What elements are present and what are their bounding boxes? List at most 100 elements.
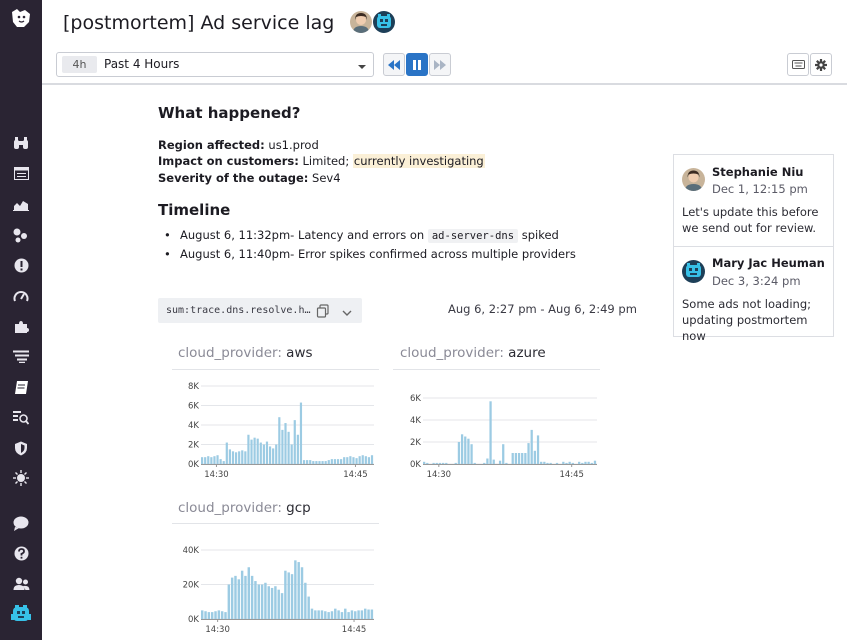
chart-bar[interactable]	[275, 444, 278, 465]
chart-bar[interactable]	[467, 438, 470, 464]
chart-bar[interactable]	[300, 567, 304, 619]
chart-bar[interactable]	[320, 610, 324, 619]
bug-icon[interactable]	[11, 468, 31, 488]
comment[interactable]: Mary Jac Heuman Dec 3, 3:24 pm Some ads …	[674, 246, 833, 343]
chart-bar[interactable]	[219, 459, 222, 464]
chart-bar[interactable]	[358, 456, 361, 464]
chart-bar[interactable]	[244, 451, 247, 464]
chart-bar[interactable]	[498, 460, 502, 464]
keyboard-button[interactable]	[787, 53, 809, 76]
chart-bar[interactable]	[324, 611, 327, 619]
chart-bar[interactable]	[244, 575, 247, 619]
impact-highlight[interactable]: currently investigating	[352, 154, 485, 168]
chart-bar[interactable]	[314, 610, 317, 619]
chart-bar[interactable]	[343, 457, 346, 464]
chart-bar[interactable]	[367, 609, 370, 619]
time-range-selector[interactable]: 4h Past 4 Hours	[56, 52, 374, 77]
chart-bar[interactable]	[344, 608, 347, 619]
chart-bar[interactable]	[327, 612, 330, 619]
chart-bar[interactable]	[309, 460, 312, 464]
chart-bar[interactable]	[220, 611, 224, 619]
chart-bar[interactable]	[234, 575, 237, 619]
chart-bar[interactable]	[327, 460, 330, 464]
chart-bar[interactable]	[240, 570, 244, 619]
chart-bar[interactable]	[238, 451, 241, 464]
chart-bar[interactable]	[230, 577, 234, 619]
chart-bar[interactable]	[204, 457, 207, 464]
chart-bar[interactable]	[254, 581, 257, 619]
chart-icon[interactable]	[11, 194, 31, 214]
search-list-icon[interactable]	[11, 407, 31, 427]
chart-bar[interactable]	[321, 461, 324, 464]
chart-bar[interactable]	[546, 462, 549, 464]
chart-bar[interactable]	[237, 579, 241, 619]
chart-bar[interactable]	[370, 609, 374, 619]
chart-bar[interactable]	[457, 442, 461, 464]
chart-bar[interactable]	[349, 456, 352, 464]
chart-bar[interactable]	[568, 461, 571, 464]
chart-bar[interactable]	[270, 587, 274, 619]
chart-bar[interactable]	[277, 589, 280, 619]
comment[interactable]: Stephanie Niu Dec 1, 12:15 pm Let's upda…	[674, 155, 833, 246]
chart-bar[interactable]	[521, 453, 524, 464]
chart-bar[interactable]	[330, 459, 333, 464]
chart-bar[interactable]	[297, 562, 300, 619]
chart-bar[interactable]	[213, 456, 216, 464]
chart-bar[interactable]	[201, 457, 204, 464]
chart-bar[interactable]	[330, 611, 334, 619]
chart-bar[interactable]	[370, 455, 374, 464]
chart-bar[interactable]	[527, 443, 530, 464]
avatar[interactable]	[350, 11, 372, 33]
chart-bar[interactable]	[299, 402, 303, 464]
chart-bar[interactable]	[290, 574, 294, 619]
chart-bar[interactable]	[260, 584, 264, 620]
chart-bar[interactable]	[530, 429, 533, 464]
chart-bar[interactable]	[207, 612, 211, 619]
chart-bar[interactable]	[257, 584, 260, 620]
chart-bar[interactable]	[306, 460, 309, 464]
chart-bar[interactable]	[293, 420, 296, 464]
chart-bar[interactable]	[357, 610, 360, 619]
chart-bar[interactable]	[333, 459, 337, 464]
chart-bar[interactable]	[228, 449, 231, 464]
chart-bar[interactable]	[250, 439, 253, 464]
chart-bar[interactable]	[290, 444, 293, 465]
chart-bar[interactable]	[435, 462, 438, 464]
chart-bar[interactable]	[259, 442, 262, 464]
chart-bar[interactable]	[264, 582, 267, 619]
chart-bar[interactable]	[340, 459, 343, 464]
chart-bar[interactable]	[241, 450, 244, 464]
chart-bar[interactable]	[454, 462, 457, 464]
chart-bar[interactable]	[486, 458, 489, 465]
chart-bar[interactable]	[543, 461, 546, 464]
chevron-down-icon[interactable]	[341, 304, 353, 323]
copy-icon[interactable]	[316, 303, 330, 322]
chart-bar[interactable]	[473, 462, 476, 464]
chart-bar[interactable]	[483, 462, 486, 464]
rewind-button[interactable]	[383, 53, 405, 76]
chart-bar[interactable]	[310, 608, 314, 619]
chart-bar[interactable]	[555, 462, 559, 464]
chart-bar[interactable]	[426, 462, 429, 464]
infrastructure-icon[interactable]	[11, 225, 31, 245]
chart-bar[interactable]	[432, 462, 435, 464]
chart-bar[interactable]	[352, 457, 355, 464]
chart-bar[interactable]	[584, 461, 587, 464]
settings-button[interactable]	[810, 53, 832, 76]
chart-bar[interactable]	[284, 423, 287, 464]
chart-bar[interactable]	[367, 457, 371, 464]
chart-bar[interactable]	[438, 462, 442, 464]
user-avatar-icon[interactable]	[11, 604, 31, 624]
chart-bar[interactable]	[312, 461, 315, 464]
chart-bar[interactable]	[346, 457, 349, 464]
chart-bar[interactable]	[307, 596, 310, 619]
chart-bar[interactable]	[502, 444, 505, 464]
chart-bar[interactable]	[302, 460, 306, 464]
chart-bar[interactable]	[253, 437, 256, 464]
chart-bar[interactable]	[581, 462, 584, 464]
chart-bar[interactable]	[294, 560, 297, 619]
chart-bar[interactable]	[350, 610, 354, 619]
chart-bar[interactable]	[247, 434, 250, 464]
chart-bar[interactable]	[287, 431, 290, 464]
alert-icon[interactable]	[11, 255, 31, 275]
